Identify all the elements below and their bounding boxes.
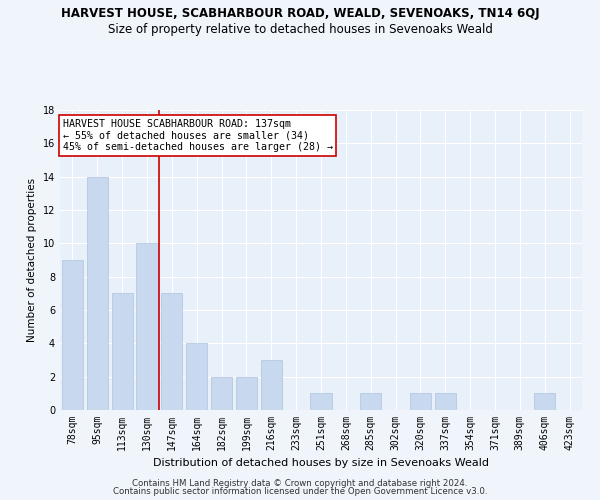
- Bar: [211, 376, 232, 410]
- Bar: [112, 294, 133, 410]
- Text: HARVEST HOUSE SCABHARBOUR ROAD: 137sqm
← 55% of detached houses are smaller (34): HARVEST HOUSE SCABHARBOUR ROAD: 137sqm ←…: [62, 119, 332, 152]
- Bar: [534, 394, 555, 410]
- Bar: [62, 260, 83, 410]
- Text: HARVEST HOUSE, SCABHARBOUR ROAD, WEALD, SEVENOAKS, TN14 6QJ: HARVEST HOUSE, SCABHARBOUR ROAD, WEALD, …: [61, 8, 539, 20]
- Bar: [186, 344, 207, 410]
- Text: Contains public sector information licensed under the Open Government Licence v3: Contains public sector information licen…: [113, 487, 487, 496]
- Bar: [87, 176, 108, 410]
- Bar: [136, 244, 158, 410]
- Bar: [236, 376, 257, 410]
- X-axis label: Distribution of detached houses by size in Sevenoaks Weald: Distribution of detached houses by size …: [153, 458, 489, 468]
- Bar: [435, 394, 456, 410]
- Bar: [261, 360, 282, 410]
- Text: Contains HM Land Registry data © Crown copyright and database right 2024.: Contains HM Land Registry data © Crown c…: [132, 478, 468, 488]
- Y-axis label: Number of detached properties: Number of detached properties: [27, 178, 37, 342]
- Bar: [161, 294, 182, 410]
- Text: Size of property relative to detached houses in Sevenoaks Weald: Size of property relative to detached ho…: [107, 22, 493, 36]
- Bar: [410, 394, 431, 410]
- Bar: [360, 394, 381, 410]
- Bar: [310, 394, 332, 410]
